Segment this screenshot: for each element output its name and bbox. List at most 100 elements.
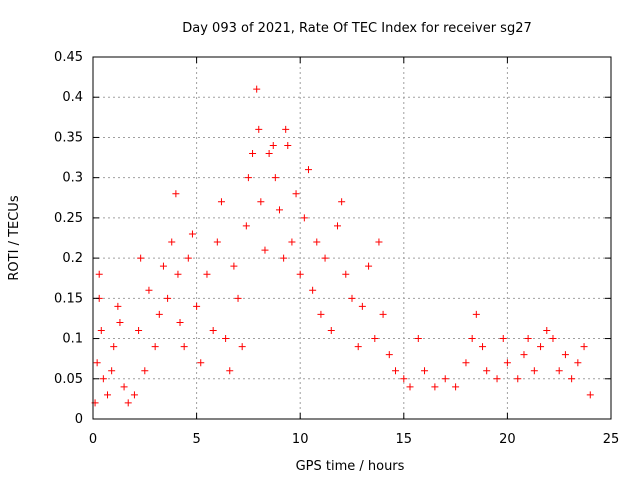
data-point — [130, 391, 138, 399]
data-point — [97, 327, 105, 335]
data-point — [375, 238, 383, 246]
data-point — [580, 343, 588, 351]
data-point — [141, 367, 149, 375]
data-point — [137, 254, 145, 262]
data-point — [203, 270, 211, 278]
data-point — [230, 262, 238, 270]
data-point — [400, 375, 408, 383]
data-point — [574, 359, 582, 367]
x-tick-label: 10 — [292, 432, 309, 447]
data-point — [124, 399, 132, 407]
grid — [93, 57, 611, 419]
data-point — [338, 198, 346, 206]
data-point — [155, 310, 163, 318]
data-point — [242, 222, 250, 230]
data-point — [116, 318, 124, 326]
data-point — [174, 270, 182, 278]
data-point — [172, 190, 180, 198]
x-tick-label: 20 — [499, 432, 516, 447]
data-point — [265, 150, 273, 158]
data-point — [304, 166, 312, 174]
plot-frame — [92, 56, 612, 420]
data-point — [296, 270, 304, 278]
y-tick-label: 0.35 — [54, 130, 83, 145]
y-tick-label: 0.15 — [54, 291, 83, 306]
data-point — [108, 367, 116, 375]
data-point — [180, 343, 188, 351]
data-point — [261, 246, 269, 254]
data-point — [145, 286, 153, 294]
data-point — [176, 318, 184, 326]
data-point — [514, 375, 522, 383]
data-point — [385, 351, 393, 359]
data-point — [238, 343, 246, 351]
data-point — [483, 367, 491, 375]
data-point — [168, 238, 176, 246]
data-point — [193, 302, 201, 310]
data-point — [493, 375, 501, 383]
data-point — [348, 294, 356, 302]
data-point — [555, 367, 563, 375]
data-point — [309, 286, 317, 294]
data-point — [537, 343, 545, 351]
data-point — [288, 238, 296, 246]
ticks: 0 5 10 15 20 25 0 0.05 0.1 0.15 0.2 0.25 0.3 0.35 0.4 0… — [54, 50, 619, 447]
y-tick-label: 0.2 — [62, 251, 83, 266]
data-point — [503, 359, 511, 367]
data-point — [292, 190, 300, 198]
data-point — [300, 214, 308, 222]
data-point — [269, 141, 277, 149]
chart-title: Day 093 of 2021, Rate Of TEC Index for r… — [182, 21, 531, 36]
data-point — [313, 238, 321, 246]
data-point — [561, 351, 569, 359]
data-point — [543, 327, 551, 335]
data-point — [468, 335, 476, 343]
data-point — [249, 150, 257, 158]
data-point — [151, 343, 159, 351]
data-point — [271, 174, 279, 182]
data-point — [222, 335, 230, 343]
data-point — [93, 359, 101, 367]
data-point — [164, 294, 172, 302]
data-point — [441, 375, 449, 383]
data-point — [586, 391, 594, 399]
data-point — [209, 327, 217, 335]
data-point — [255, 125, 263, 133]
y-tick-label: 0.05 — [54, 372, 83, 387]
data-points — [91, 85, 594, 407]
data-point — [159, 262, 167, 270]
y-tick-label: 0.3 — [62, 171, 83, 186]
data-point — [333, 222, 341, 230]
data-point — [499, 335, 507, 343]
data-point — [244, 174, 252, 182]
y-tick-label: 0.45 — [54, 50, 83, 65]
data-point — [431, 383, 439, 391]
data-point — [392, 367, 400, 375]
data-point — [479, 343, 487, 351]
data-point — [342, 270, 350, 278]
data-point — [135, 327, 143, 335]
data-point — [472, 310, 480, 318]
data-point — [217, 198, 225, 206]
data-point — [234, 294, 242, 302]
data-point — [462, 359, 470, 367]
data-point — [321, 254, 329, 262]
data-point — [520, 351, 528, 359]
data-point — [188, 230, 196, 238]
x-tick-label: 25 — [603, 432, 620, 447]
x-tick-label: 15 — [396, 432, 413, 447]
data-point — [282, 125, 290, 133]
data-point — [280, 254, 288, 262]
data-point — [452, 383, 460, 391]
data-point — [327, 327, 335, 335]
data-point — [110, 343, 118, 351]
x-tick-label: 5 — [192, 432, 200, 447]
data-point — [549, 335, 557, 343]
data-point — [95, 270, 103, 278]
data-point — [358, 302, 366, 310]
data-point — [530, 367, 538, 375]
data-point — [284, 141, 292, 149]
data-point — [379, 310, 387, 318]
data-point — [114, 302, 122, 310]
